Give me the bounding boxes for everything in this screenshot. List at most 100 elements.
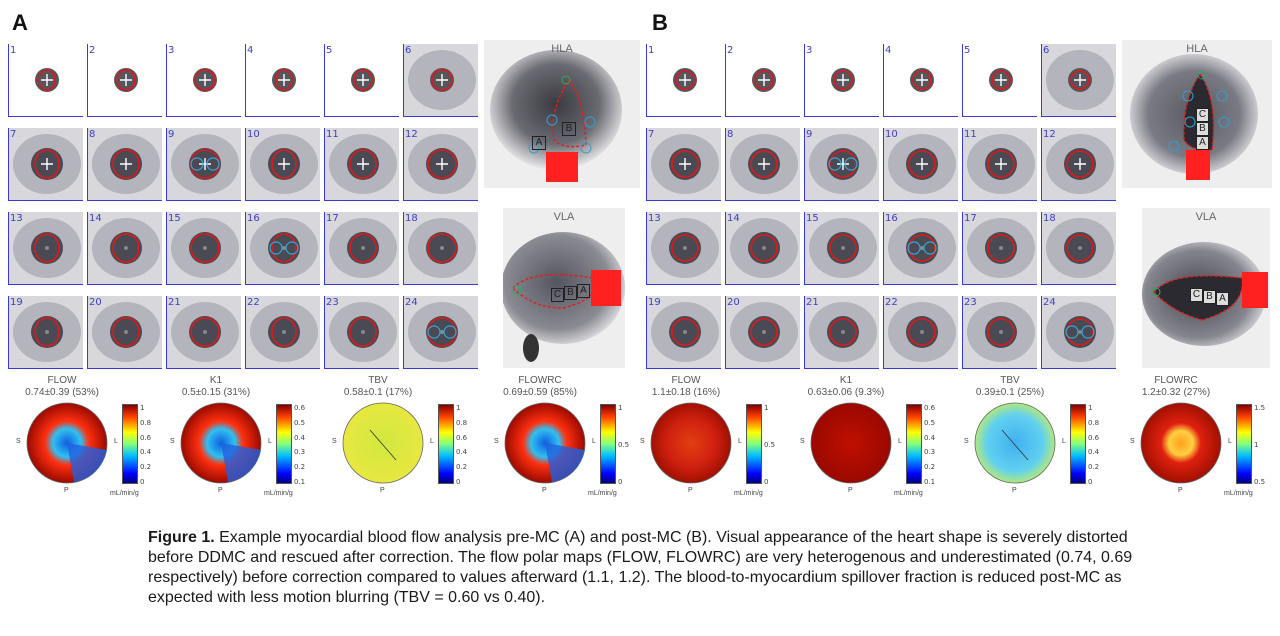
polar-label-p: P	[688, 487, 693, 494]
colorbar-tick: 0.8	[456, 418, 468, 427]
slice-number: 8	[727, 129, 734, 140]
colorbar-tick: 0	[764, 478, 769, 486]
slice-tile: 15	[804, 212, 879, 285]
slice-image	[325, 44, 399, 116]
polar-label-l: L	[114, 438, 118, 445]
slice-image	[647, 44, 721, 116]
slice-tile: 20	[725, 296, 800, 369]
polar-map-title: FLOWRC 1.2±0.32 (27%)	[1116, 375, 1236, 399]
colorbar-tick: 0.2	[140, 463, 152, 472]
colorbar-tick: 0.2	[924, 463, 936, 472]
slice-tile: 13	[8, 212, 83, 285]
polar-map	[810, 402, 892, 484]
colorbar-tick: 1	[1088, 404, 1093, 412]
slice-number: 11	[326, 129, 339, 140]
slice-image	[963, 128, 1037, 200]
colorbar-tick: 1	[1254, 441, 1259, 449]
slice-number: 16	[247, 213, 260, 224]
polar-label-l: L	[430, 438, 434, 445]
slice-image	[404, 128, 478, 200]
polar-map-title: TBV 0.39±0.1 (25%)	[950, 375, 1070, 399]
polar-label-l: L	[1062, 438, 1066, 445]
slice-number: 6	[405, 45, 412, 56]
map-value: 0.39±0.1 (25%)	[975, 387, 1045, 398]
slice-tile: 11	[324, 128, 399, 201]
vla-seg-a: A	[1216, 292, 1229, 306]
colorbar-tick: 0.4	[1088, 448, 1100, 457]
slice-image	[404, 212, 478, 284]
slice-image	[246, 212, 320, 284]
slice-image	[726, 44, 800, 116]
polar-label-l: L	[898, 438, 902, 445]
colorbar-tick: 0.1	[294, 478, 306, 486]
map-name: TBV	[1000, 375, 1020, 386]
colorbar-unit: mL/min/g	[734, 490, 763, 497]
slice-tile: 4	[883, 44, 958, 117]
slice-tile: 3	[166, 44, 241, 117]
vla-seg-c: C	[551, 288, 564, 302]
vla-seg-b: B	[564, 286, 577, 300]
colorbar-tick: 0.6	[294, 404, 306, 412]
slice-image	[647, 296, 721, 368]
polar-map-title: K1 0.63±0.06 (9.3%)	[786, 375, 906, 399]
slice-number: 11	[964, 129, 977, 140]
slice-number: 17	[964, 213, 977, 224]
colorbar-tick: 0.4	[140, 448, 152, 457]
slice-tile: 20	[87, 296, 162, 369]
slice-image	[9, 44, 83, 116]
polar-map-title: FLOW 0.74±0.39 (53%)	[2, 375, 122, 399]
colorbar-unit: mL/min/g	[1224, 490, 1253, 497]
hla-seg-c: C	[1196, 108, 1209, 122]
polar-map-title: TBV 0.58±0.1 (17%)	[318, 375, 438, 399]
slice-number: 9	[168, 129, 175, 140]
slice-tile: 22	[245, 296, 320, 369]
slice-number: 7	[10, 129, 17, 140]
slice-tile: 23	[962, 296, 1037, 369]
slice-image	[963, 212, 1037, 284]
slice-tile: 11	[962, 128, 1037, 201]
slice-number: 5	[326, 45, 333, 56]
slice-image	[1042, 296, 1116, 368]
slice-number: 24	[1043, 297, 1056, 308]
polar-label-p: P	[380, 487, 385, 494]
polar-map	[504, 402, 586, 484]
slice-number: 23	[964, 297, 977, 308]
vla-seg-b: B	[1203, 290, 1216, 304]
slice-number: 12	[1043, 129, 1056, 140]
slice-number: 22	[885, 297, 898, 308]
vla-label: VLA	[1195, 211, 1217, 223]
slice-image	[246, 128, 320, 200]
map-value: 0.69±0.59 (85%)	[503, 387, 577, 398]
slice-image	[963, 296, 1037, 368]
hla-seg-b: B	[562, 122, 576, 136]
polar-label-p: P	[1012, 487, 1017, 494]
colorbar	[746, 404, 762, 484]
slice-tile: 6	[1041, 44, 1116, 117]
polar-label-s: S	[1130, 438, 1135, 445]
slice-tile: 12	[1041, 128, 1116, 201]
slice-number: 13	[10, 213, 23, 224]
colorbar-unit: mL/min/g	[894, 490, 923, 497]
colorbar-tick: 0.6	[924, 404, 936, 412]
hla-label: HLA	[551, 43, 573, 55]
slice-image	[9, 296, 83, 368]
slice-number: 15	[168, 213, 181, 224]
slice-number: 12	[405, 129, 418, 140]
slice-number: 5	[964, 45, 971, 56]
slice-tile: 10	[245, 128, 320, 201]
slice-tile: 23	[324, 296, 399, 369]
map-name: FLOWRC	[1154, 375, 1198, 386]
slice-number: 20	[89, 297, 102, 308]
panel-b-hla-view: HLA C B A	[1122, 40, 1272, 188]
slice-tile: 2	[725, 44, 800, 117]
polar-map	[1140, 402, 1222, 484]
slice-image	[404, 44, 478, 116]
polar-map-title: FLOW 1.1±0.18 (16%)	[626, 375, 746, 399]
slice-image	[1042, 44, 1116, 116]
vla-seg-a: A	[577, 284, 590, 298]
slice-image	[647, 128, 721, 200]
panel-b-label: B	[652, 10, 668, 35]
slice-image	[1042, 128, 1116, 200]
colorbar-tick: 0.5	[764, 441, 776, 449]
slice-tile: 7	[8, 128, 83, 201]
